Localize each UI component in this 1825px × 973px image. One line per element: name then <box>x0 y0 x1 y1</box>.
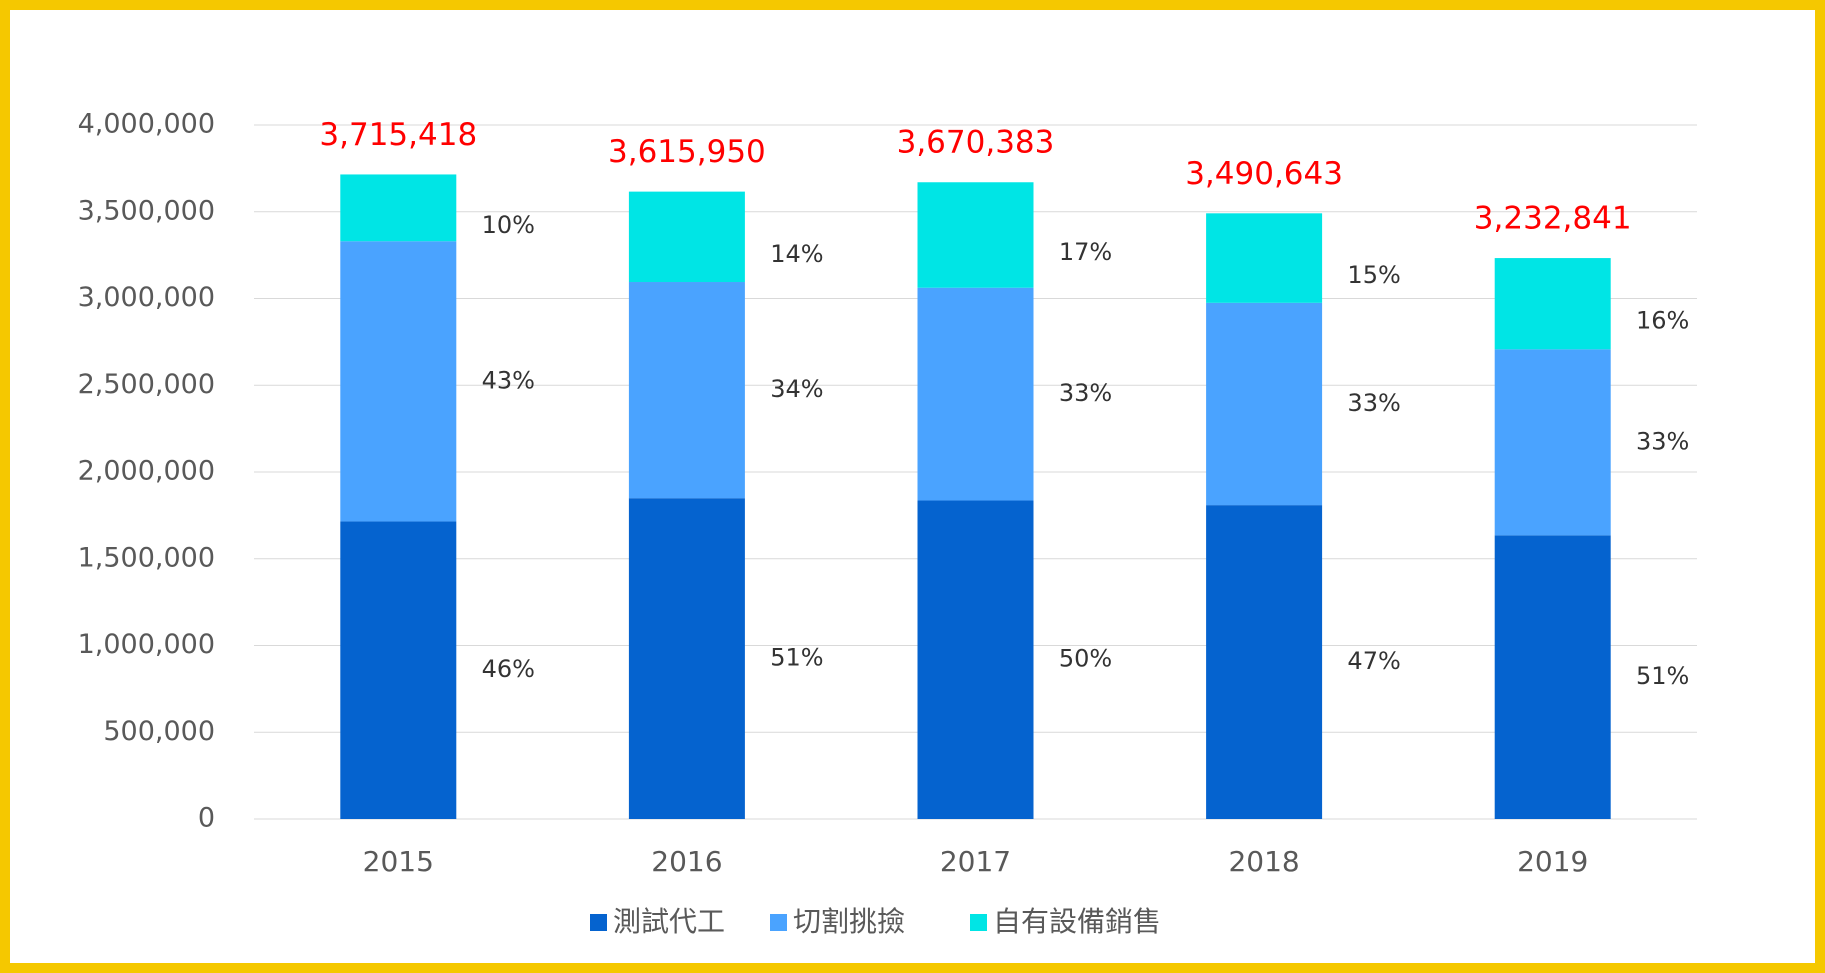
legend-label: 自有設備銷售 <box>993 905 1161 938</box>
share-label: 47% <box>1347 647 1400 675</box>
bar-segment <box>628 282 745 499</box>
bar-segment <box>917 287 1034 501</box>
bar-segment <box>340 521 457 819</box>
bar-segment <box>1206 505 1323 819</box>
x-tick-label: 2015 <box>363 845 434 878</box>
bar-segment <box>917 182 1034 288</box>
share-label: 43% <box>482 366 535 394</box>
x-tick-label: 2016 <box>651 845 722 878</box>
bar-segment <box>340 241 457 522</box>
x-tick-label: 2017 <box>940 845 1011 878</box>
legend-swatch <box>590 914 607 931</box>
y-tick-label: 1,500,000 <box>78 542 215 573</box>
share-label: 33% <box>1636 427 1689 455</box>
share-label: 33% <box>1347 389 1400 417</box>
y-tick-label: 3,000,000 <box>78 282 215 313</box>
total-label: 3,490,643 <box>1185 156 1343 192</box>
legend-label: 切割挑撿 <box>793 905 905 938</box>
bar-segment <box>1494 349 1611 536</box>
y-tick-label: 500,000 <box>103 716 215 747</box>
share-label: 16% <box>1636 307 1689 335</box>
bar-segment <box>917 500 1034 819</box>
share-label: 34% <box>770 375 823 403</box>
legend-swatch <box>770 914 787 931</box>
bar-segment <box>340 174 457 242</box>
share-label: 51% <box>1636 662 1689 690</box>
bar-segment <box>1206 302 1323 506</box>
total-label: 3,670,383 <box>897 125 1055 161</box>
y-tick-label: 0 <box>198 803 215 834</box>
share-label: 51% <box>770 644 823 672</box>
y-tick-label: 2,500,000 <box>78 369 215 400</box>
bar-segment <box>1494 535 1611 819</box>
share-label: 10% <box>482 211 535 239</box>
share-label: 14% <box>770 240 823 268</box>
share-label: 17% <box>1059 238 1112 266</box>
share-label: 15% <box>1347 261 1400 289</box>
total-label: 3,715,418 <box>319 117 477 153</box>
share-label: 50% <box>1059 645 1112 673</box>
share-label: 46% <box>482 655 535 683</box>
y-tick-label: 2,000,000 <box>78 456 215 487</box>
y-tick-label: 1,000,000 <box>78 629 215 660</box>
y-tick-label: 4,000,000 <box>78 109 215 140</box>
legend-swatch <box>970 914 987 931</box>
bar-segment <box>628 498 745 819</box>
bar-segment <box>628 191 745 283</box>
legend-label: 測試代工 <box>613 905 725 938</box>
share-label: 33% <box>1059 379 1112 407</box>
bar-segment <box>1206 213 1323 303</box>
x-tick-label: 2018 <box>1228 845 1299 878</box>
total-label: 3,232,841 <box>1474 201 1632 237</box>
total-label: 3,615,950 <box>608 134 766 170</box>
x-tick-label: 2019 <box>1517 845 1588 878</box>
bar-segment <box>1494 258 1611 350</box>
y-tick-label: 3,500,000 <box>78 195 215 226</box>
